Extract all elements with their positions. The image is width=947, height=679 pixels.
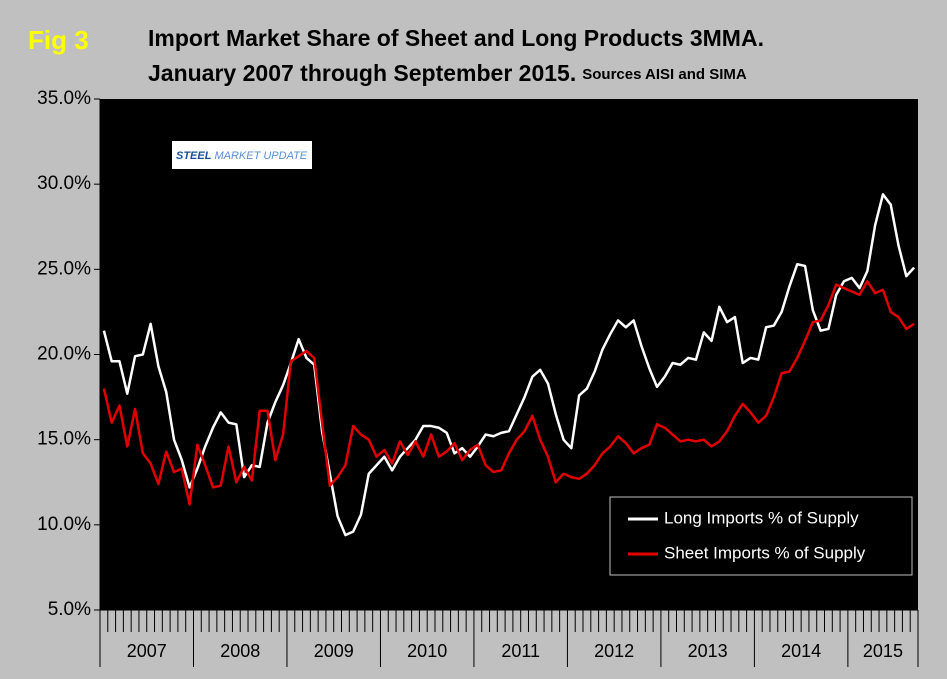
y-tick-label: 10.0% (37, 514, 91, 535)
logo-rest: MARKET UPDATE (214, 150, 307, 162)
x-group-label: 2014 (781, 641, 821, 661)
x-group-label: 2011 (501, 641, 540, 661)
y-tick-label: 20.0% (37, 344, 91, 365)
legend-label: Long Imports % of Supply (664, 508, 859, 527)
legend: Long Imports % of Supply Sheet Imports % … (609, 496, 913, 576)
logo-text: STEEL MARKET UPDATE (176, 150, 308, 162)
y-tick-label: 15.0% (37, 429, 91, 450)
y-tick-label: 30.0% (37, 173, 91, 194)
x-group-label: 2013 (688, 641, 728, 661)
series-line (102, 193, 916, 537)
chart-subtitle: January 2007 through September 2015. Sour… (148, 60, 747, 86)
series-line (102, 280, 915, 506)
x-group-label: 2012 (594, 641, 634, 661)
y-tick-label: 35.0% (37, 88, 91, 109)
x-group-label: 2008 (220, 641, 260, 661)
y-tick-label: 25.0% (37, 258, 91, 279)
logo: STEEL MARKET UPDATE (172, 141, 312, 169)
x-group-label: 2009 (314, 641, 354, 661)
legend-box (609, 496, 913, 576)
x-group-label: 2015 (863, 641, 903, 661)
legend-label: Sheet Imports % of Supply (664, 543, 866, 562)
axes: 5.0% 10.0% 15.0% 20.0% 25.0% 30.0% 35.0% 2007 20… (37, 88, 919, 667)
subtitle: January 2007 through September 2015. (148, 60, 576, 86)
fig-label: Fig 3 (28, 25, 89, 55)
y-tick-label: 5.0% (48, 599, 91, 620)
logo-box (172, 141, 312, 169)
source: Sources AISI and SIMA (582, 66, 747, 83)
lines (102, 193, 916, 537)
x-group-label: 2010 (407, 641, 447, 661)
chart-title: Import Market Share of Sheet and Long Pr… (148, 25, 764, 51)
x-group-label: 2007 (127, 641, 167, 661)
logo-steel: STEEL (176, 150, 212, 162)
